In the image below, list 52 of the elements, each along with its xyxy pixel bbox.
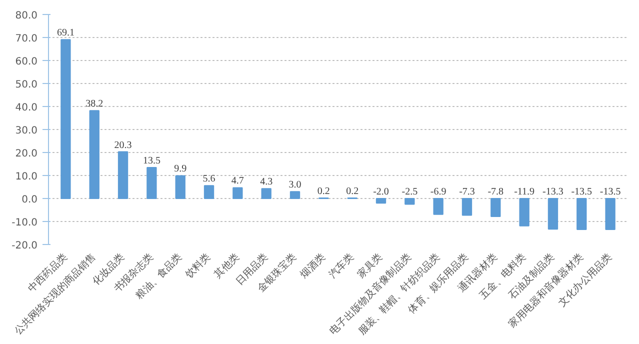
bar bbox=[60, 39, 71, 199]
y-tick-label: -10.0 bbox=[12, 218, 38, 228]
bar bbox=[519, 198, 530, 226]
data-label: 3.0 bbox=[288, 180, 302, 191]
bar bbox=[204, 185, 214, 199]
data-label: 5.6 bbox=[202, 174, 216, 185]
data-label: -13.3 bbox=[542, 186, 564, 198]
data-label: 13.5 bbox=[142, 155, 160, 166]
bar bbox=[376, 198, 386, 204]
bar bbox=[146, 166, 157, 199]
y-tick-label: 80.0 bbox=[15, 10, 38, 22]
y-tick-label: 10.0 bbox=[15, 172, 38, 182]
data-label: -7.3 bbox=[459, 186, 475, 198]
data-label: -2.0 bbox=[373, 186, 389, 198]
x-tick-label: 汽车类 bbox=[326, 250, 356, 281]
data-label: 0.2 bbox=[346, 186, 359, 198]
bar bbox=[175, 175, 186, 199]
bar bbox=[490, 198, 501, 217]
data-label: 4.3 bbox=[260, 176, 273, 188]
bar bbox=[232, 187, 243, 199]
y-tick-label: 30.0 bbox=[15, 126, 38, 136]
y-tick-label: -20.0 bbox=[12, 240, 38, 252]
data-label: 20.3 bbox=[114, 140, 132, 151]
data-label: 38.2 bbox=[86, 98, 104, 110]
x-tick-label: 烟酒类 bbox=[298, 250, 328, 281]
bar bbox=[576, 198, 587, 230]
x-tick-label: 饮料类 bbox=[182, 250, 213, 282]
y-tick-label: 0.0 bbox=[22, 194, 38, 206]
data-label: -2.5 bbox=[402, 186, 418, 198]
bar bbox=[261, 188, 272, 199]
data-label: 4.7 bbox=[231, 176, 244, 187]
data-label: -13.5 bbox=[600, 186, 621, 198]
y-tick-label: 40.0 bbox=[15, 102, 38, 114]
y-tick-label: 20.0 bbox=[15, 148, 38, 160]
data-label: 0.2 bbox=[317, 186, 330, 198]
y-tick-label: 50.0 bbox=[15, 80, 38, 90]
bar bbox=[404, 198, 415, 205]
bar bbox=[89, 110, 100, 199]
data-label: 69.1 bbox=[56, 28, 74, 39]
bar bbox=[605, 198, 616, 230]
bar bbox=[548, 198, 558, 230]
bar bbox=[433, 198, 444, 215]
data-label: -11.9 bbox=[514, 186, 535, 198]
data-label: -13.5 bbox=[571, 186, 592, 198]
y-tick-label: 70.0 bbox=[15, 34, 38, 44]
data-label: -6.9 bbox=[430, 186, 446, 198]
bar bbox=[290, 191, 300, 199]
y-tick-label: 60.0 bbox=[15, 56, 38, 68]
bar bbox=[462, 198, 472, 216]
data-label: 9.9 bbox=[174, 164, 187, 175]
bar bbox=[118, 151, 128, 199]
data-label: -7.8 bbox=[488, 186, 504, 198]
